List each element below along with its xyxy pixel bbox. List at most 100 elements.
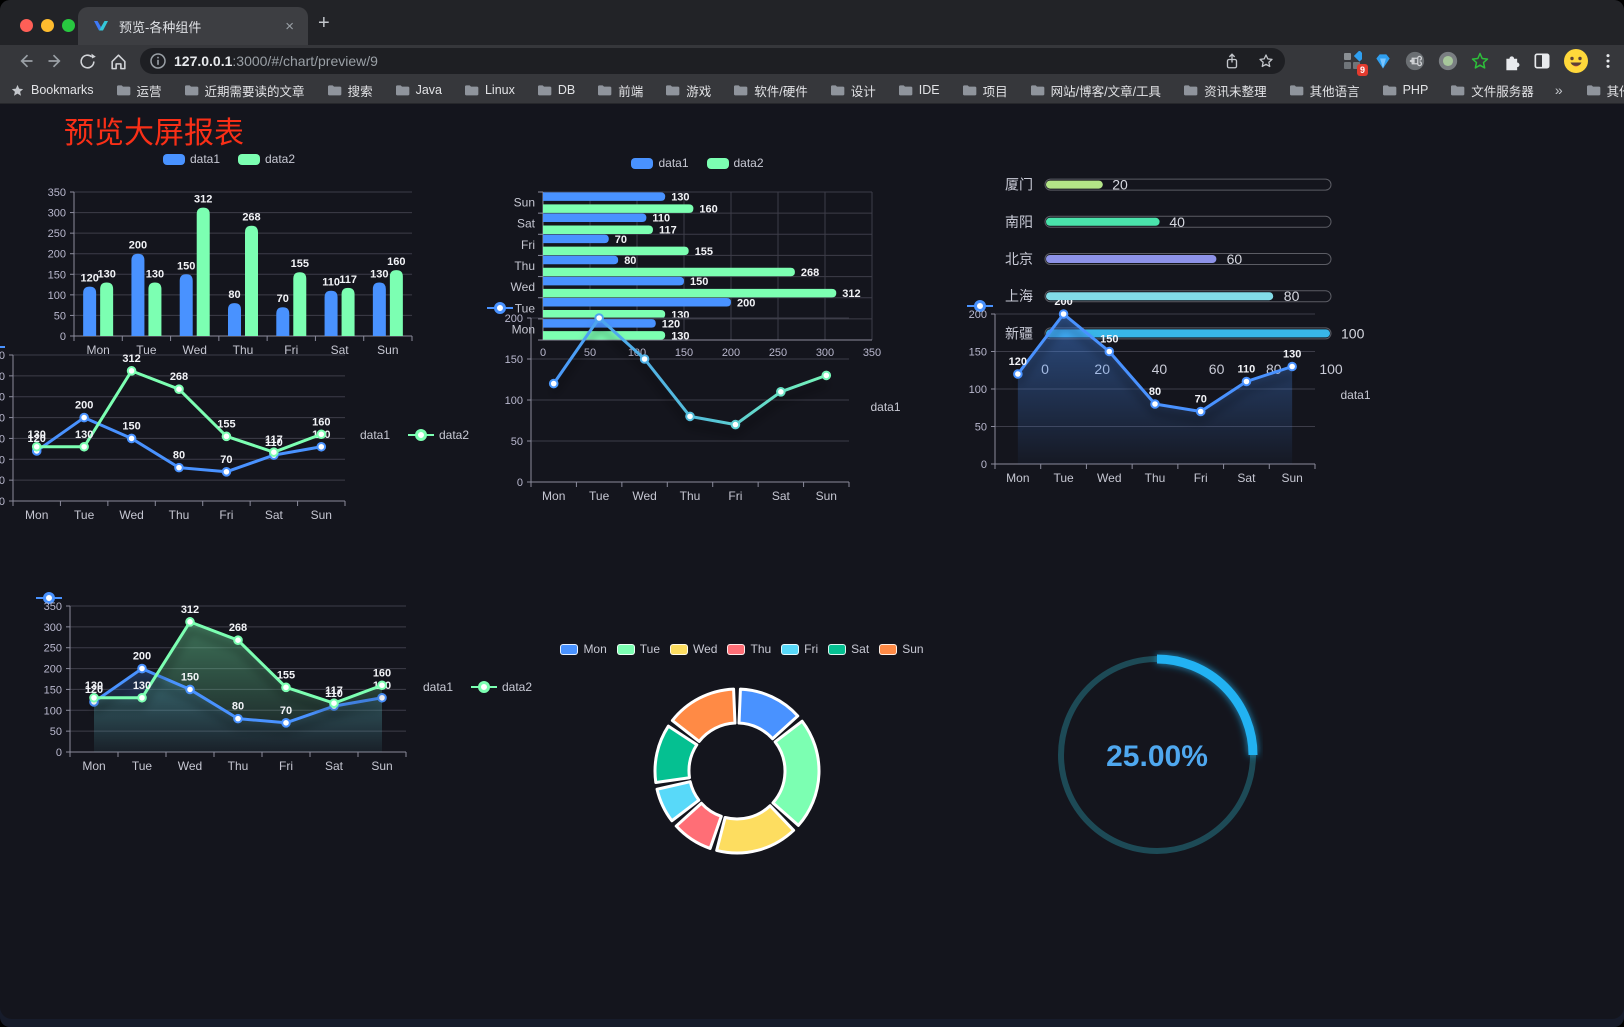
bookmark-folder[interactable]: 近期需要读的文章 (183, 81, 305, 100)
svg-text:Sun: Sun (1282, 471, 1303, 485)
folder-icon (898, 85, 913, 96)
folder-icon (116, 85, 130, 96)
svg-text:Mon: Mon (86, 343, 109, 357)
puzzle-extensions-icon[interactable] (1501, 51, 1521, 71)
folder-icon (1451, 85, 1465, 96)
legend-item-data2[interactable]: data2 (238, 152, 295, 166)
legend-item-Sun[interactable]: Sun (879, 642, 924, 656)
svg-text:120: 120 (28, 433, 46, 445)
forward-button[interactable] (43, 48, 69, 74)
bookmark-folder[interactable]: DB (536, 82, 575, 98)
legend-item-Wed[interactable]: Wed (670, 642, 717, 656)
home-icon (110, 53, 126, 69)
dual-area-canvas (93, 700, 393, 850)
legend-item-data2[interactable]: data2 (471, 680, 532, 694)
legend-item-data1[interactable]: 0 50 100 150 200 250 300 350 Mon Tue Wed Thu Fri Sat S… (35, 592, 453, 782)
bookmark-folder[interactable]: 搜索 (326, 81, 373, 100)
star-extension-icon[interactable] (1470, 51, 1490, 71)
svg-text:155: 155 (695, 246, 713, 258)
folder-icon (1030, 85, 1044, 96)
svg-text:200: 200 (1055, 300, 1073, 308)
command-extension-icon[interactable] (1404, 50, 1426, 72)
bookmark-folder[interactable]: 前端 (596, 81, 643, 100)
bookmarks-manager-item[interactable]: Bookmarks (10, 83, 94, 98)
bookmark-star-icon[interactable] (1257, 52, 1275, 70)
bookmarks-overflow-chevron[interactable]: » (1554, 82, 1563, 98)
bookmark-folder[interactable]: 网站/博客/文章/工具 (1029, 81, 1161, 100)
bookmark-folder[interactable]: 文件服务器 (1449, 81, 1534, 100)
area-chart-canvas (985, 408, 1285, 558)
legend-label: data2 (439, 428, 470, 442)
bookmark-folder[interactable]: Linux (463, 82, 515, 98)
svg-text:0: 0 (56, 747, 62, 759)
svg-text:100: 100 (44, 705, 62, 717)
browser-tab[interactable]: 预览-各种组件 × (78, 7, 308, 45)
legend-item-Tue[interactable]: Tue (616, 642, 660, 656)
svg-text:Sat: Sat (265, 508, 284, 522)
svg-text:Wed: Wed (511, 280, 535, 294)
chart-legend: data1 data2 (38, 150, 420, 168)
bookmark-folder[interactable]: 资讯未整理 (1182, 81, 1267, 100)
grid-extension-icon[interactable]: 9 (1342, 50, 1368, 76)
dot-extension-icon[interactable] (1437, 50, 1459, 72)
legend-item-data1[interactable]: 0 50 100 150 200 Mon Tue Wed Thu Fri Sat Sun data1 (487, 302, 901, 512)
back-button[interactable] (12, 48, 38, 74)
home-button[interactable] (105, 48, 131, 74)
svg-text:100: 100 (1341, 325, 1365, 341)
legend-item-Mon[interactable]: Mon (560, 642, 607, 656)
legend-item-Thu[interactable]: Thu (727, 642, 771, 656)
legend-label: data1 (870, 400, 901, 414)
legend-item-data1[interactable]: data1 (631, 156, 689, 170)
url-path: :3000/#/chart/preview/9 (232, 53, 378, 69)
legend-item-data2[interactable]: data2 (408, 428, 469, 442)
legend-label: data2 (502, 680, 533, 694)
svg-text:南阳: 南阳 (1005, 214, 1033, 230)
site-info-icon[interactable] (150, 53, 166, 69)
svg-text:200: 200 (505, 313, 523, 325)
legend-item-Fri[interactable]: Fri (781, 642, 818, 656)
svg-text:Fri: Fri (219, 508, 233, 522)
tab-title: 预览-各种组件 (119, 19, 202, 35)
legend-item-data1[interactable]: data1 (162, 152, 220, 166)
svg-text:40: 40 (1169, 214, 1185, 230)
svg-text:80: 80 (173, 450, 185, 462)
bookmark-folder[interactable]: 其他语言 (1288, 81, 1360, 100)
svg-text:Tue: Tue (515, 301, 536, 315)
close-window-button[interactable] (20, 19, 33, 32)
svg-text:160: 160 (373, 667, 391, 679)
menu-kebab-icon[interactable] (1600, 52, 1616, 70)
legend-item-data2[interactable]: data2 (706, 156, 764, 170)
svg-text:200: 200 (44, 664, 62, 676)
bookmark-folder[interactable]: 软件/硬件 (732, 81, 808, 100)
share-icon[interactable] (1223, 52, 1241, 70)
minimize-window-button[interactable] (41, 19, 54, 32)
legend-item-data1[interactable]: 0 50 100 150 200 Mon Tue Wed Thu Fri Sat Sun 120 200 1… (967, 300, 1371, 490)
svg-text:312: 312 (181, 604, 199, 616)
legend-item-Sat[interactable]: Sat (828, 642, 869, 656)
bookmark-folder[interactable]: 运营 (115, 81, 162, 100)
address-bar[interactable]: 127.0.0.1:3000/#/chart/preview/9 (140, 48, 1285, 74)
profile-avatar[interactable] (1563, 48, 1589, 74)
tab-close-icon[interactable]: × (285, 17, 294, 35)
bookmark-folder[interactable]: Java (394, 82, 442, 98)
legend-label: Fri (804, 642, 819, 656)
url-host: 127.0.0.1 (174, 53, 233, 69)
legend-swatch (781, 643, 800, 655)
fullscreen-window-button[interactable] (62, 19, 75, 32)
new-tab-button[interactable]: + (318, 12, 330, 34)
gem-extension-icon[interactable] (1373, 51, 1393, 71)
svg-text:50: 50 (975, 422, 987, 434)
bookmark-folder[interactable]: 游戏 (664, 81, 711, 100)
bookmark-folder[interactable]: 项目 (961, 81, 1008, 100)
svg-text:Sun: Sun (816, 489, 837, 503)
reload-button[interactable] (74, 48, 100, 74)
legend-item-data1[interactable]: 0 50 100 150 200 250 300 350 Mon Tue Wed Thu Fri Sat S… (0, 341, 390, 529)
bookmark-folder[interactable]: IDE (897, 82, 940, 98)
darkmode-extension-icon[interactable] (1532, 51, 1552, 71)
svg-text:130: 130 (671, 330, 689, 342)
other-bookmarks-item[interactable]: 其他书签 (1585, 81, 1624, 100)
bookmark-folder[interactable]: 设计 (829, 81, 876, 100)
bookmark-folder[interactable]: PHP (1381, 82, 1428, 98)
legend-line-marker: 0 50 100 150 200 250 300 350 Mon Tue Wed Thu Fri Sat S… (0, 346, 346, 522)
